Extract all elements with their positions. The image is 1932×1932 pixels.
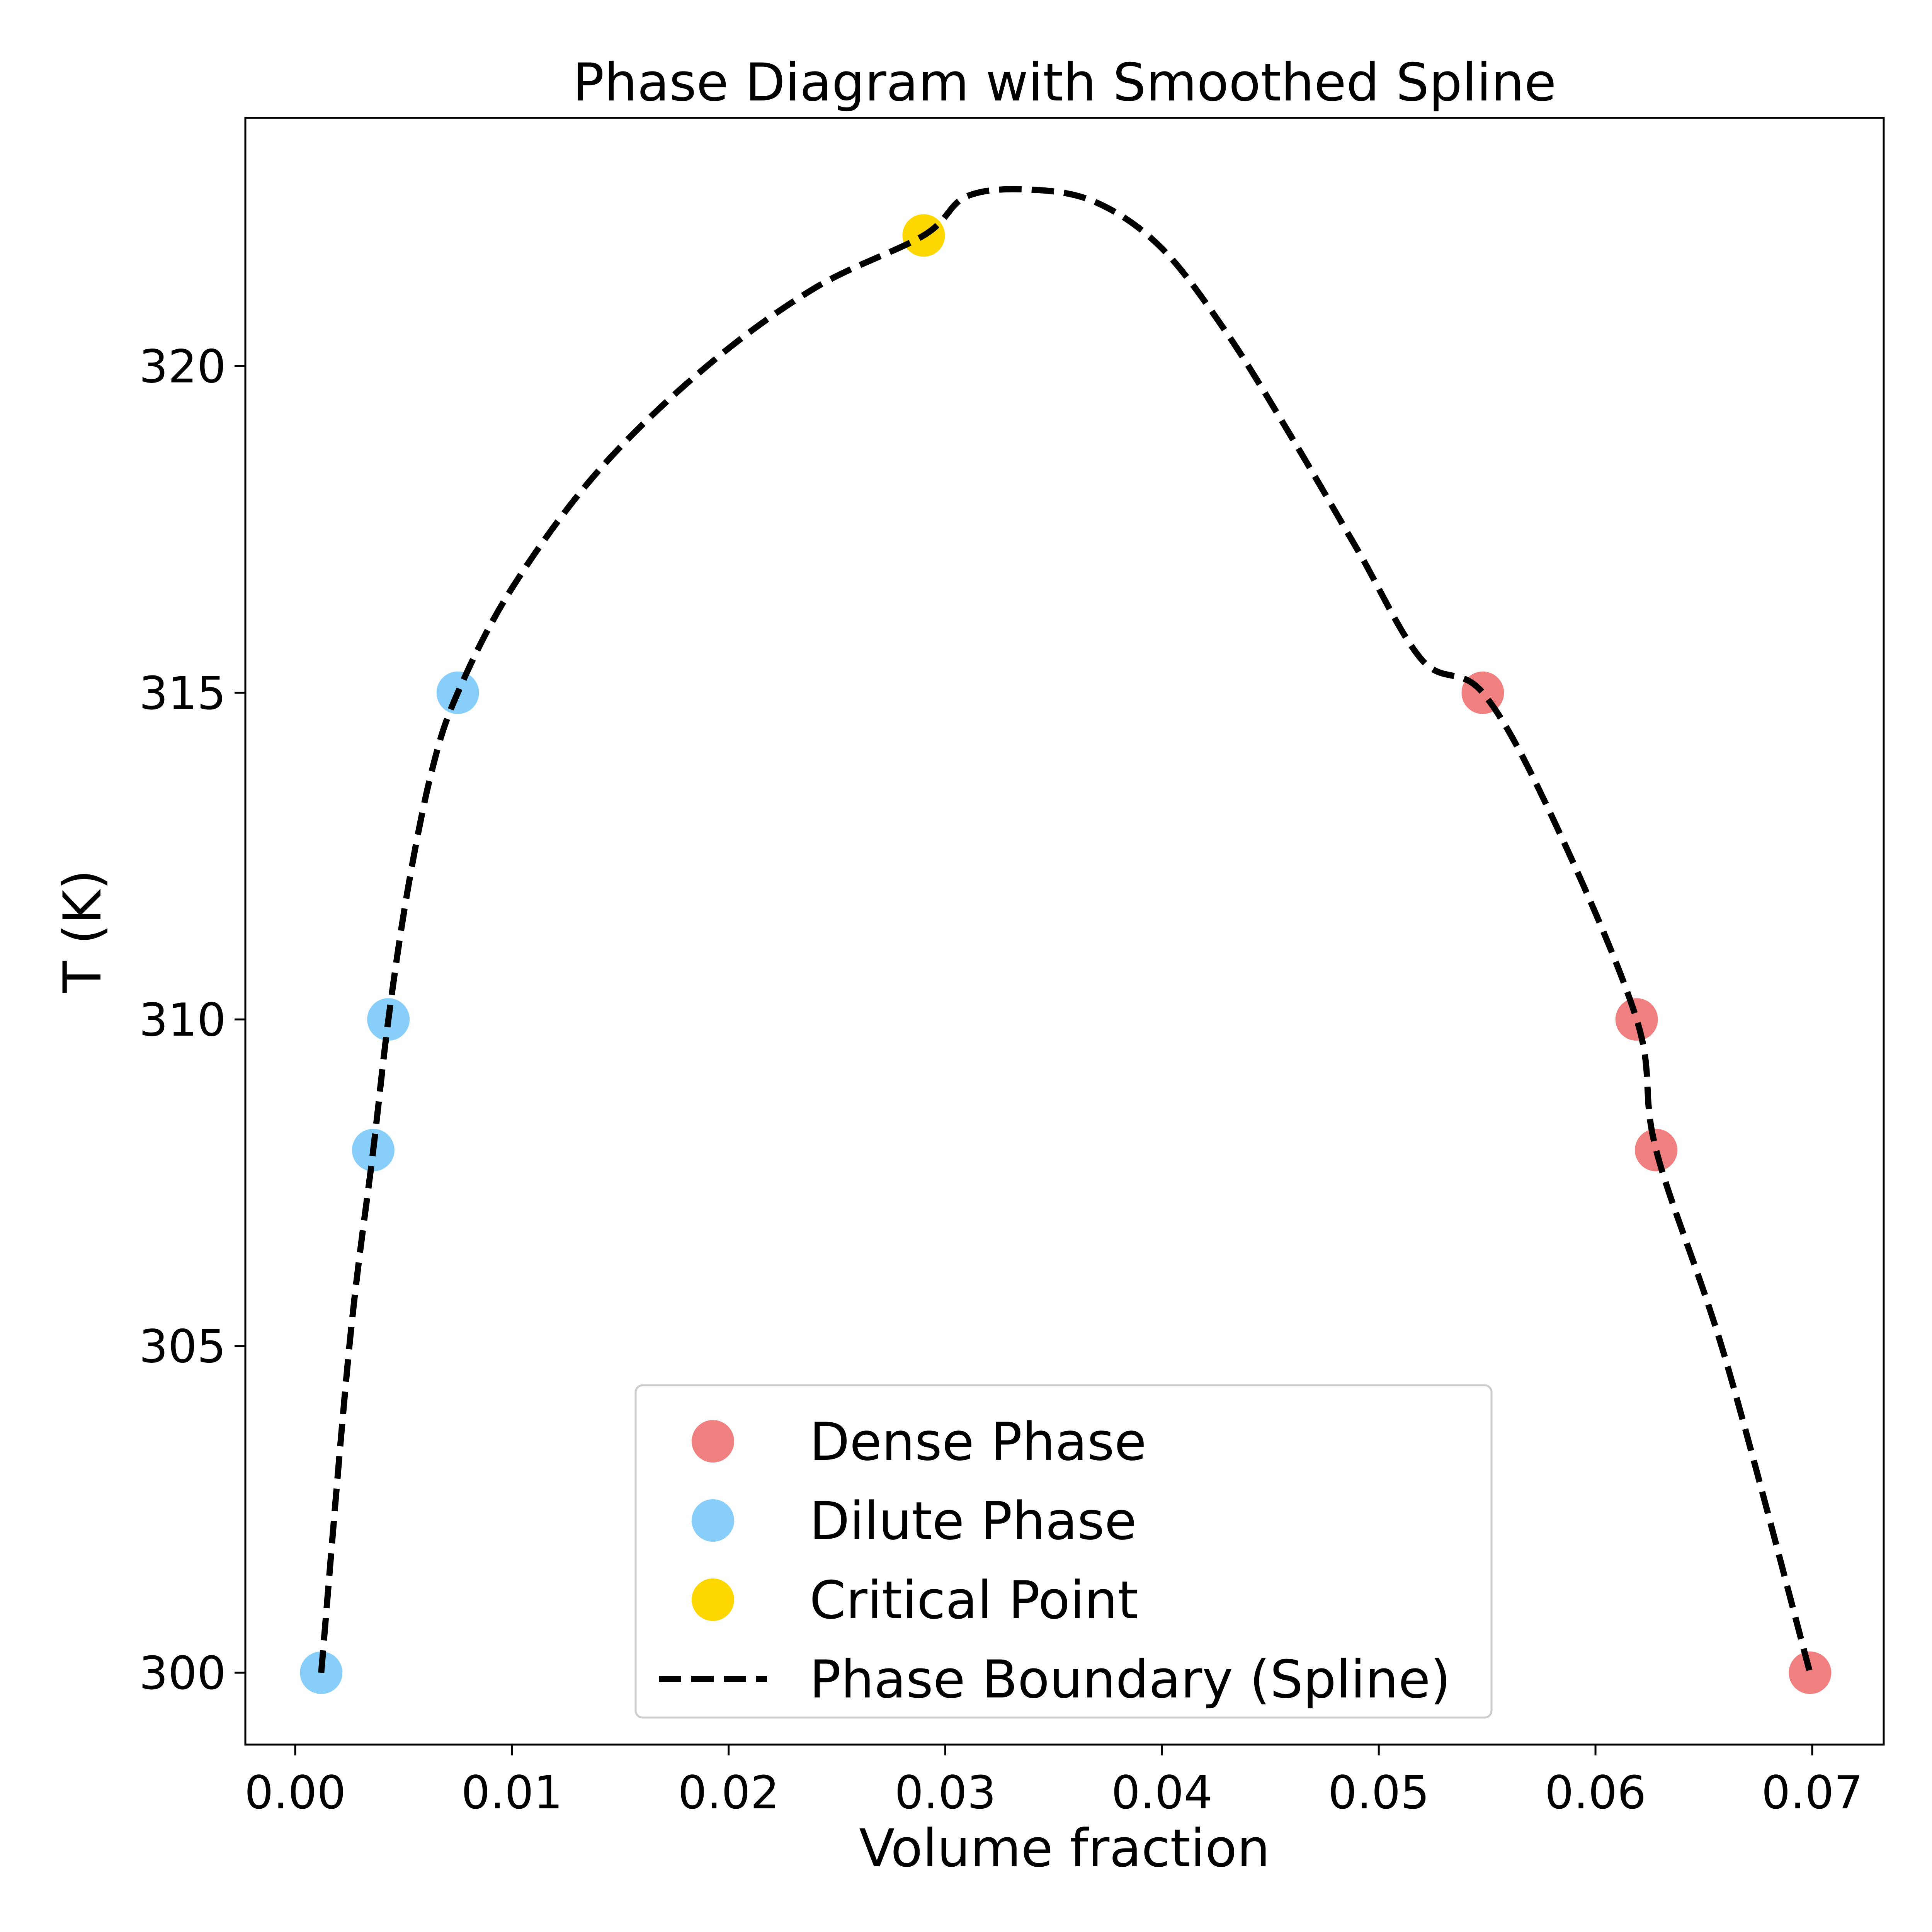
plot-frame (244, 117, 1885, 1746)
x-tick-label: 0.06 (1545, 1766, 1646, 1819)
x-tick-label: 0.03 (895, 1766, 996, 1819)
chart-title: Phase Diagram with Smoothed Spline (573, 52, 1556, 113)
legend-item: Dense Phase (692, 1412, 1146, 1472)
x-tick-label: 0.01 (461, 1766, 563, 1819)
legend-marker (692, 1499, 734, 1542)
y-tick-label: 320 (139, 340, 226, 393)
y-tick-label: 305 (139, 1320, 226, 1373)
x-tick-label: 0.02 (678, 1766, 779, 1819)
legend-label: Dense Phase (810, 1412, 1146, 1472)
y-tick-label: 315 (139, 667, 226, 720)
legend-label: Critical Point (810, 1570, 1138, 1631)
y-tick-label: 300 (139, 1646, 226, 1700)
phase-boundary-spline-line (318, 186, 1813, 1674)
plot-area (300, 186, 1832, 1694)
x-tick-label: 0.07 (1762, 1766, 1863, 1819)
x-tick-label: 0.04 (1111, 1766, 1213, 1819)
dense-phase-point (1789, 1651, 1832, 1694)
x-axis-ticks: 0.00 0.01 0.02 0.03 0.04 0.05 0.06 0.07 (245, 1745, 1863, 1819)
legend-label: Dilute Phase (810, 1491, 1137, 1551)
dense-phase-point (1635, 1129, 1678, 1172)
legend-item: Dilute Phase (692, 1491, 1137, 1551)
legend: Dense Phase Dilute Phase Critical Point Pha… (634, 1384, 1493, 1719)
legend-label: Phase Boundary (Spline) (810, 1649, 1451, 1710)
legend-item: Critical Point (692, 1570, 1138, 1631)
legend-marker (692, 1578, 734, 1621)
legend-marker (692, 1420, 734, 1463)
legend-frame (634, 1384, 1493, 1719)
y-axis-ticks: 300 305 310 315 320 (139, 340, 245, 1700)
x-tick-label: 0.05 (1328, 1766, 1430, 1819)
x-axis-label: Volume fraction (859, 1818, 1270, 1879)
dense-phase-point (1615, 998, 1658, 1041)
x-tick-label: 0.00 (245, 1766, 346, 1819)
y-axis-label: T (K) (52, 869, 113, 993)
legend-item: Phase Boundary (Spline) (659, 1649, 1451, 1710)
y-tick-label: 310 (139, 993, 226, 1046)
